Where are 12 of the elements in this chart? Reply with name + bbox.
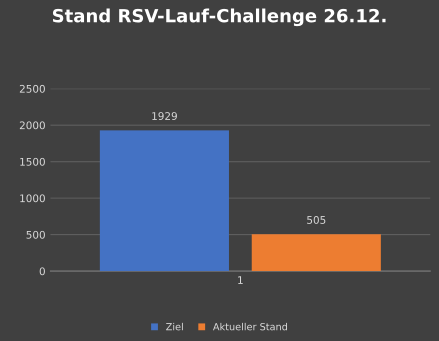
y-tick-label: 1500 <box>20 158 45 166</box>
y-tick-label: 2500 <box>20 84 45 93</box>
y-tick-label: 2000 <box>20 121 45 130</box>
legend-label: Aktueller Stand <box>212 322 288 330</box>
data-label: 1929 <box>152 112 177 120</box>
x-tick-label: 1 <box>238 276 243 284</box>
y-tick-label: 500 <box>26 230 45 239</box>
y-tick-label: 0 <box>40 267 45 276</box>
y-tick-label: 1000 <box>20 194 45 202</box>
legend-label: Ziel <box>166 322 183 330</box>
chart-title: Stand RSV-Lauf-Challenge 26.12. <box>52 8 386 26</box>
data-label: 505 <box>307 216 326 224</box>
